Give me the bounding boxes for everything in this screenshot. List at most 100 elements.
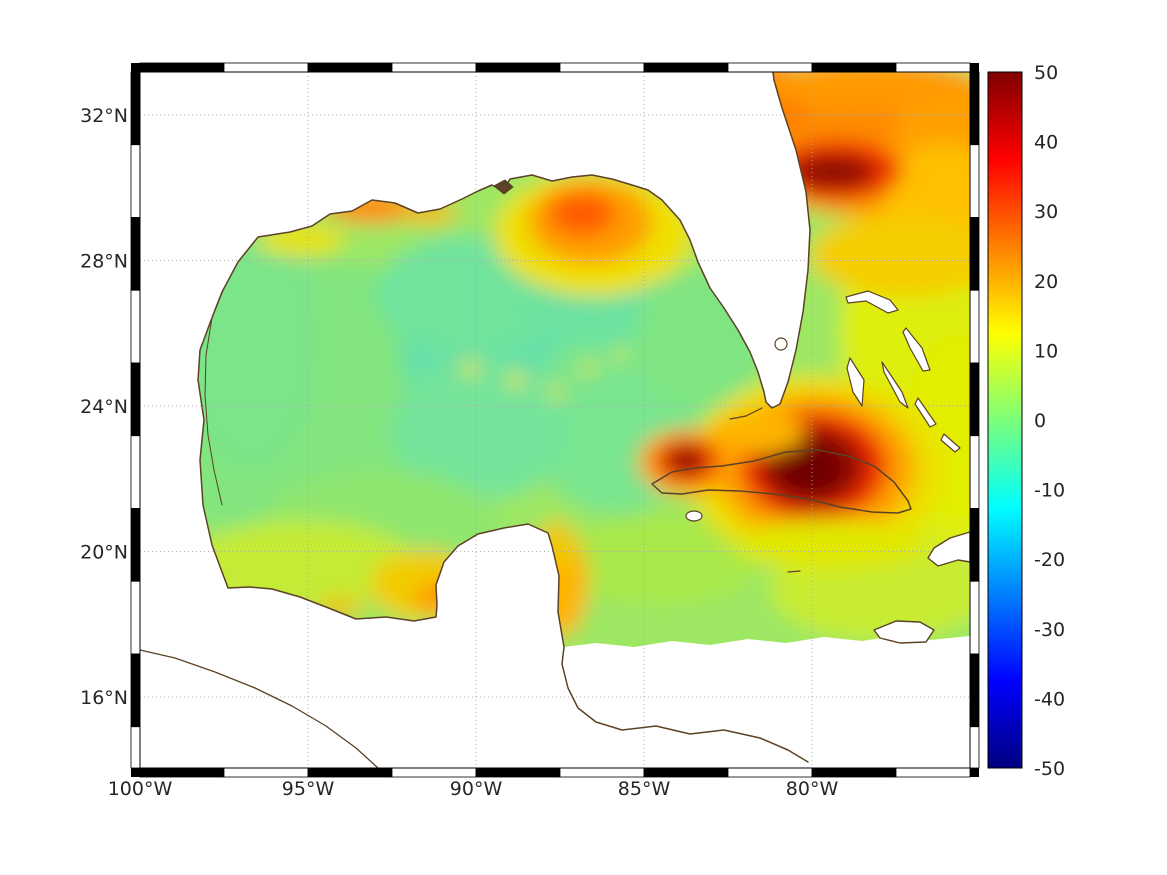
field-blob bbox=[810, 213, 970, 297]
frame-segment bbox=[139, 62, 225, 73]
field-blob bbox=[712, 410, 804, 454]
frame-segment bbox=[969, 144, 980, 218]
frame-segment bbox=[223, 62, 309, 73]
y-axis-labels: 32°N 28°N 24°N 20°N 16°N bbox=[80, 105, 128, 709]
frame-segment bbox=[895, 767, 971, 778]
frame-segment bbox=[130, 217, 141, 291]
frame-segment bbox=[969, 653, 980, 728]
field-blob bbox=[613, 349, 627, 361]
frame-segment bbox=[475, 767, 561, 778]
frame-segment bbox=[307, 767, 393, 778]
frame-segment bbox=[307, 62, 393, 73]
y-tick-label: 32°N bbox=[80, 105, 128, 127]
frame-segment bbox=[130, 580, 141, 655]
coastlines bbox=[139, 63, 971, 769]
island-cuba bbox=[651, 449, 912, 514]
colorbar-tick-label: -30 bbox=[1034, 619, 1065, 641]
colorbar-tick-label: 30 bbox=[1034, 201, 1058, 223]
field-blob bbox=[560, 515, 760, 605]
colorbar-tick-label: 50 bbox=[1034, 62, 1058, 84]
island-bahamas-grand bbox=[845, 290, 899, 314]
colorbar-tick-label: -10 bbox=[1034, 480, 1065, 502]
coastline-pacific-mexico bbox=[139, 649, 379, 769]
island-bahamas-eleuthera bbox=[902, 327, 931, 372]
x-tick-label: 80°W bbox=[786, 778, 839, 800]
frame-corner bbox=[970, 768, 979, 777]
frame-segment bbox=[139, 767, 225, 778]
frame-segment bbox=[130, 508, 141, 582]
frame-segment bbox=[811, 62, 897, 73]
frame-segment bbox=[969, 289, 980, 364]
x-axis-labels: 100°W 95°W 90°W 85°W 80°W bbox=[108, 778, 839, 800]
island-bahamas-exuma bbox=[881, 361, 909, 409]
texas-lagoon-line bbox=[204, 287, 225, 506]
x-tick-label: 100°W bbox=[108, 778, 173, 800]
frame-segment bbox=[969, 217, 980, 291]
frame-segment bbox=[727, 62, 813, 73]
field-blob bbox=[548, 386, 564, 398]
frame-segment bbox=[130, 289, 141, 364]
frame-segment bbox=[969, 580, 980, 655]
field-blob bbox=[735, 519, 925, 571]
frame-segment bbox=[391, 767, 477, 778]
frame-segment bbox=[559, 767, 645, 778]
island-bahamas-se-cays bbox=[940, 433, 961, 453]
mississippi-delta bbox=[493, 179, 514, 195]
frame-segment bbox=[475, 62, 561, 73]
colorbar-tick-label: 20 bbox=[1034, 271, 1058, 293]
frame-segment bbox=[643, 62, 729, 73]
frame-segment bbox=[969, 71, 980, 146]
colorbar-gradient bbox=[987, 71, 1023, 769]
field-blob bbox=[580, 362, 596, 374]
colorbar bbox=[987, 71, 1023, 769]
colorbar-tick-label: 40 bbox=[1034, 132, 1058, 154]
frame-segment bbox=[811, 767, 897, 778]
frame-segment bbox=[391, 62, 477, 73]
coastline-north-america bbox=[197, 63, 811, 763]
field-blob bbox=[507, 373, 525, 387]
frame-segment bbox=[895, 62, 971, 73]
grid bbox=[140, 72, 970, 768]
frame-segment bbox=[223, 767, 309, 778]
y-tick-label: 24°N bbox=[80, 396, 128, 418]
y-tick-label: 16°N bbox=[80, 687, 128, 709]
frame-segment bbox=[130, 653, 141, 728]
colorbar-labels: 50 40 30 20 10 0 -10 -20 -30 -40 -50 bbox=[1034, 62, 1065, 780]
heatmap-layer bbox=[198, 72, 970, 647]
frame-segment bbox=[969, 362, 980, 437]
island-bahamas-andros bbox=[846, 357, 865, 407]
lake-okeechobee bbox=[774, 337, 788, 351]
x-tick-label: 95°W bbox=[282, 778, 335, 800]
island-bahamas-long-island bbox=[914, 397, 937, 428]
island-jamaica bbox=[873, 620, 935, 644]
frame-segment bbox=[727, 767, 813, 778]
island-cayman bbox=[787, 570, 801, 573]
frame-segment bbox=[969, 726, 980, 769]
axes-border bbox=[139, 71, 971, 769]
frame-segment bbox=[643, 767, 729, 778]
frame-corner bbox=[131, 63, 140, 72]
frame-segment bbox=[130, 726, 141, 769]
field-blob bbox=[778, 443, 842, 493]
frame-segment bbox=[130, 71, 141, 146]
field-blob bbox=[667, 446, 705, 474]
y-tick-label: 28°N bbox=[80, 251, 128, 273]
frame-segment bbox=[969, 435, 980, 509]
colorbar-tick-label: -20 bbox=[1034, 549, 1065, 571]
frame-segment bbox=[130, 435, 141, 509]
y-tick-label: 20°N bbox=[80, 542, 128, 564]
map-frame bbox=[130, 62, 980, 778]
frame-corner bbox=[131, 768, 140, 777]
florida-keys bbox=[729, 407, 763, 420]
island-isla-juventud bbox=[685, 510, 703, 522]
frame-segment bbox=[130, 144, 141, 218]
plot-area bbox=[130, 62, 980, 778]
frame-segment bbox=[130, 362, 141, 437]
island-hispaniola bbox=[927, 531, 971, 567]
colorbar-tick-label: 0 bbox=[1034, 410, 1046, 432]
colorbar-tick-label: -50 bbox=[1034, 758, 1065, 780]
colorbar-tick-label: -40 bbox=[1034, 688, 1065, 710]
field-blob bbox=[390, 360, 570, 500]
